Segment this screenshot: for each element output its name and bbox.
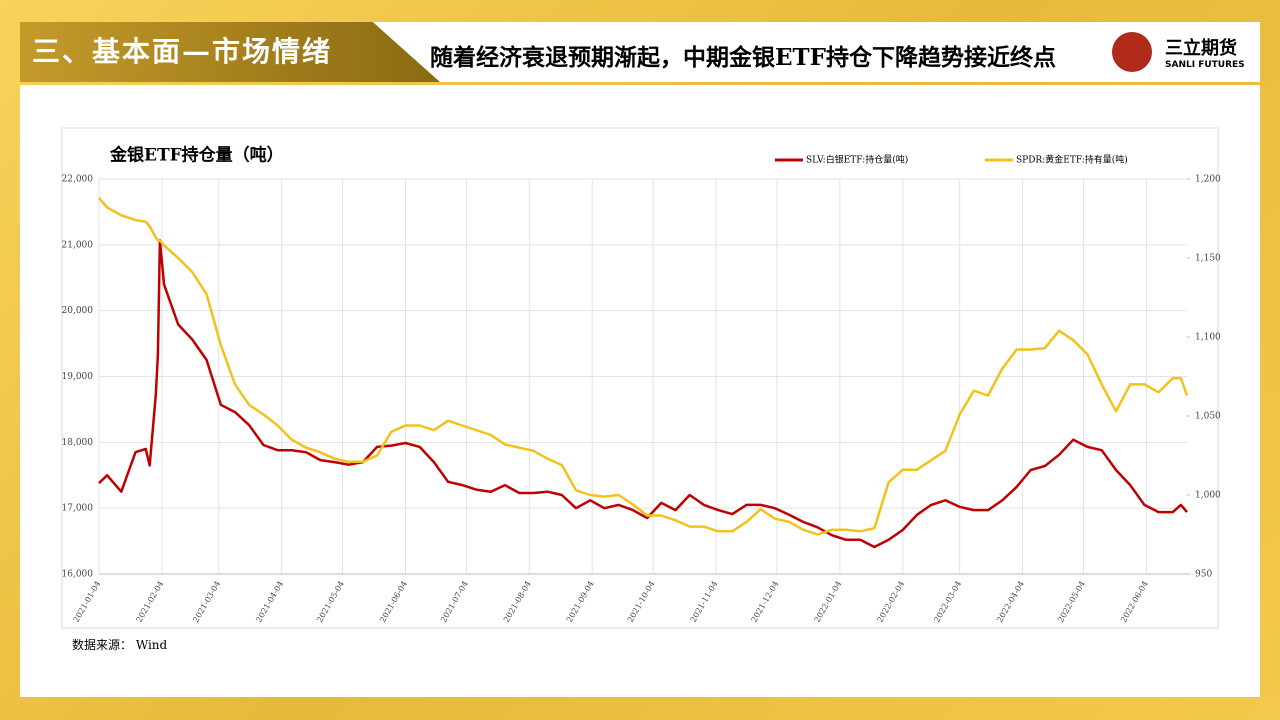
y2-tick-label: 950 <box>1195 570 1212 580</box>
legend-label: SPDR:黄金ETF:持有量(吨) <box>1016 154 1128 166</box>
headline: 随着经济衰退预期渐起，中期金银ETF持仓下降趋势接近终点 <box>430 44 1056 71</box>
y-tick-label: 19,000 <box>62 372 94 382</box>
y2-tick-label: 1,150 <box>1195 254 1221 264</box>
logo-name: 三立期货 <box>1165 38 1237 59</box>
y2-tick-label: 1,100 <box>1195 333 1221 343</box>
y-tick-label: 22,000 <box>62 175 94 185</box>
logo-icon <box>1112 32 1152 72</box>
y-tick-label: 20,000 <box>62 306 94 316</box>
y2-tick-label: 1,000 <box>1195 491 1221 501</box>
legend-label: SLV:白银ETF:持仓量(吨) <box>806 154 908 166</box>
y-tick-label: 18,000 <box>62 438 94 448</box>
logo-en: SANLI FUTURES <box>1165 60 1245 70</box>
y-tick-label: 16,000 <box>62 570 94 580</box>
series-line <box>98 238 1188 549</box>
source-note: 数据来源： Wind <box>72 638 168 652</box>
y-tick-label: 17,000 <box>62 504 94 514</box>
chart-title: 金银ETF持仓量（吨） <box>109 145 284 166</box>
chart-frame <box>61 127 1219 629</box>
y2-tick-label: 1,050 <box>1195 412 1221 422</box>
y-tick-label: 21,000 <box>62 240 94 250</box>
y2-tick-label: 1,200 <box>1195 175 1221 185</box>
section-title: 三、基本面—市场情绪 <box>20 22 440 82</box>
series-line <box>98 197 1189 536</box>
